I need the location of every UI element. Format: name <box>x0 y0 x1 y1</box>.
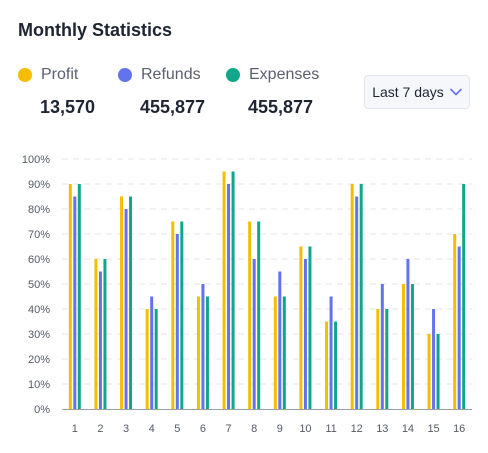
legend-label-profit: Profit <box>41 66 79 83</box>
bar-profit-10[interactable] <box>299 246 303 410</box>
legend-dot-refunds <box>118 68 132 82</box>
bar-refunds-13[interactable] <box>380 284 384 409</box>
bar-profit-9[interactable] <box>273 296 277 410</box>
bar-profit-6[interactable] <box>196 296 200 410</box>
bar-expenses-14[interactable] <box>410 284 414 409</box>
bar-refunds-15[interactable] <box>432 309 436 409</box>
bar-expenses-5[interactable] <box>180 221 184 410</box>
y-tick-label: 10% <box>28 379 50 391</box>
x-tick-label: 13 <box>376 423 388 435</box>
date-range-dropdown[interactable]: Last 7 days <box>364 75 470 109</box>
x-tick-label: 5 <box>174 423 180 435</box>
x-tick-label: 7 <box>226 423 232 435</box>
legend-item-profit: Profit <box>18 66 78 84</box>
bar-expenses-4[interactable] <box>154 309 158 409</box>
bar-profit-4[interactable] <box>145 309 149 409</box>
y-tick-label: 30% <box>28 329 50 341</box>
bar-profit-8[interactable] <box>248 221 252 410</box>
bar-expenses-9[interactable] <box>282 296 286 410</box>
x-tick-label: 6 <box>200 423 206 435</box>
chevron-down-icon <box>449 83 462 101</box>
bar-refunds-6[interactable] <box>201 284 205 409</box>
x-tick-label: 10 <box>299 423 311 435</box>
bar-refunds-14[interactable] <box>406 259 410 409</box>
x-tick-label: 12 <box>351 423 363 435</box>
x-tick-label: 14 <box>402 423 414 435</box>
bar-profit-13[interactable] <box>376 309 380 409</box>
bar-expenses-7[interactable] <box>231 171 235 410</box>
bar-expenses-12[interactable] <box>359 184 363 409</box>
bar-refunds-9[interactable] <box>278 271 282 410</box>
legend-dot-profit <box>18 68 32 82</box>
legend-dot-expenses <box>226 68 240 82</box>
x-tick-label: 9 <box>277 423 283 435</box>
legend-value-refunds: 455,877 <box>140 97 206 117</box>
bar-refunds-5[interactable] <box>175 234 179 409</box>
bar-expenses-10[interactable] <box>308 246 312 410</box>
bar-refunds-10[interactable] <box>303 259 307 409</box>
legend-value-profit: 13,570 <box>40 97 96 117</box>
x-tick-label: 16 <box>453 423 465 435</box>
legend-item-refunds: Refunds <box>118 66 201 84</box>
y-tick-label: 80% <box>28 204 50 216</box>
y-tick-label: 0% <box>34 404 50 416</box>
bar-profit-11[interactable] <box>325 321 329 410</box>
y-tick-label: 60% <box>28 254 50 266</box>
y-tick-label: 90% <box>28 179 50 191</box>
bar-expenses-3[interactable] <box>129 196 133 410</box>
bar-refunds-1[interactable] <box>73 196 77 410</box>
legend-label-refunds: Refunds <box>141 66 201 83</box>
bar-profit-14[interactable] <box>401 284 405 409</box>
bar-expenses-15[interactable] <box>436 334 440 409</box>
x-tick-label: 15 <box>427 423 439 435</box>
bar-expenses-11[interactable] <box>334 321 338 410</box>
x-tick-label: 11 <box>325 423 336 435</box>
bar-refunds-8[interactable] <box>252 259 256 409</box>
bar-expenses-13[interactable] <box>385 309 389 409</box>
bar-profit-1[interactable] <box>68 184 72 409</box>
bar-refunds-16[interactable] <box>457 246 461 410</box>
y-tick-label: 20% <box>28 354 50 366</box>
x-tick-label: 8 <box>251 423 257 435</box>
bar-expenses-6[interactable] <box>205 296 209 410</box>
bar-refunds-2[interactable] <box>98 271 102 410</box>
bar-refunds-11[interactable] <box>329 296 333 410</box>
bar-refunds-3[interactable] <box>124 209 128 409</box>
bar-profit-7[interactable] <box>222 171 226 410</box>
bar-profit-5[interactable] <box>171 221 175 410</box>
y-tick-label: 50% <box>28 279 50 291</box>
bar-profit-3[interactable] <box>120 196 124 410</box>
bar-refunds-12[interactable] <box>355 196 359 410</box>
bar-expenses-1[interactable] <box>77 184 81 409</box>
date-range-label: Last 7 days <box>372 84 444 100</box>
bar-profit-16[interactable] <box>453 234 457 409</box>
y-tick-label: 100% <box>22 154 50 166</box>
legend-label-expenses: Expenses <box>249 66 320 83</box>
bar-refunds-7[interactable] <box>227 184 231 409</box>
bar-expenses-2[interactable] <box>103 259 107 409</box>
bar-expenses-8[interactable] <box>257 221 261 410</box>
x-tick-label: 1 <box>72 423 78 435</box>
bar-profit-2[interactable] <box>94 259 98 409</box>
x-tick-label: 3 <box>123 423 129 435</box>
legend-item-expenses: Expenses <box>226 66 319 84</box>
card-title: Monthly Statistics <box>18 20 173 40</box>
bar-profit-15[interactable] <box>427 334 431 409</box>
x-tick-label: 2 <box>97 423 103 435</box>
y-tick-label: 40% <box>28 304 50 316</box>
y-tick-label: 70% <box>28 229 50 241</box>
x-tick-label: 4 <box>149 423 155 435</box>
bar-refunds-4[interactable] <box>150 296 154 410</box>
legend-value-expenses: 455,877 <box>248 97 314 117</box>
bar-profit-12[interactable] <box>350 184 354 409</box>
bar-expenses-16[interactable] <box>462 184 466 409</box>
